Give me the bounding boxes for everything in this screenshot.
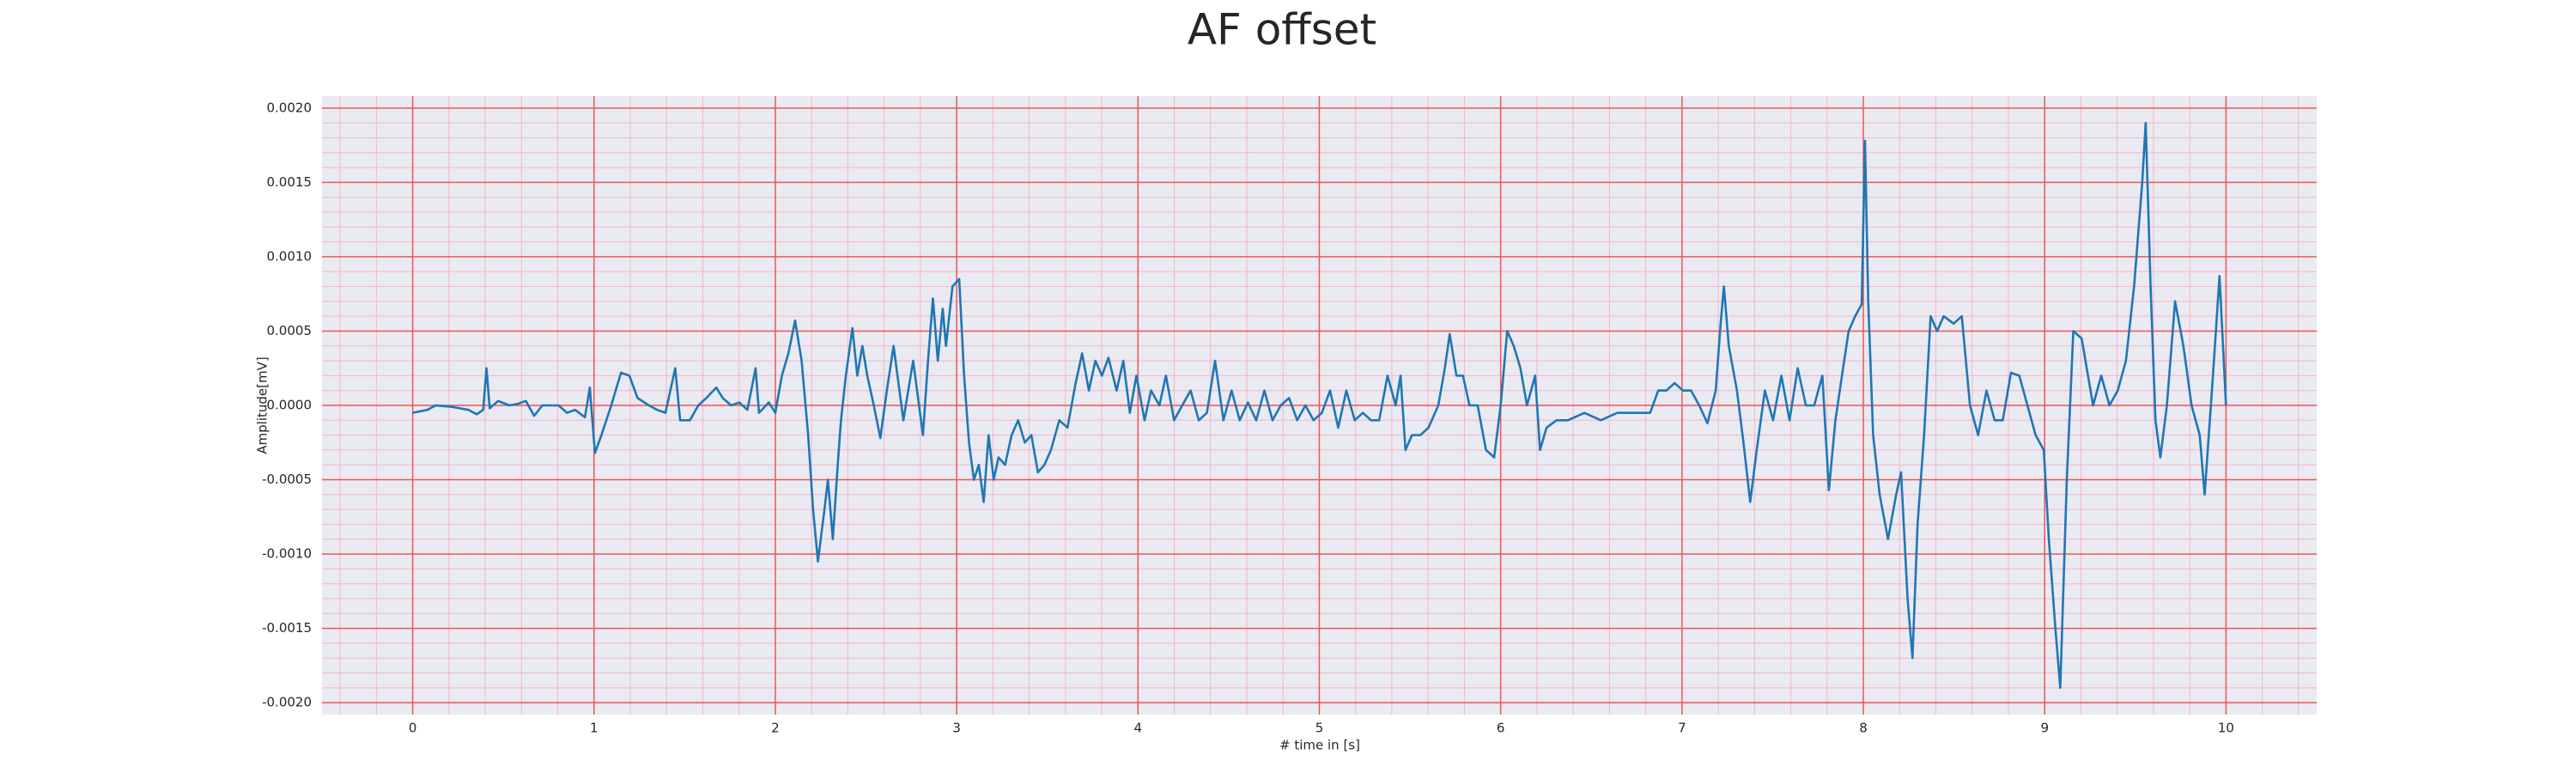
y-tick-label: -0.0015 [262, 620, 312, 636]
x-tick-label: 0 [409, 721, 417, 736]
x-tick-label: 5 [1315, 721, 1324, 736]
y-tick-label: -0.0020 [262, 695, 312, 710]
x-tick-label: 7 [1678, 721, 1686, 736]
x-tick-label: 3 [952, 721, 961, 736]
y-tick-label: 0.0010 [267, 248, 313, 264]
x-tick-label: 8 [1859, 721, 1868, 736]
y-tick-label: -0.0010 [262, 546, 312, 562]
x-axis-label: # time in [s] [1279, 738, 1360, 753]
y-tick-label: 0.0005 [267, 323, 313, 338]
x-tick-label: 2 [771, 721, 780, 736]
chart-title: AF offset [1188, 5, 1376, 55]
y-tick-label: 0.0000 [267, 398, 313, 413]
x-tick-label: 1 [590, 721, 598, 736]
x-tick-label: 10 [2218, 721, 2234, 736]
y-tick-label: -0.0005 [262, 472, 312, 487]
x-tick-label: 4 [1134, 721, 1143, 736]
y-axis-label: Amplitude[mV] [255, 356, 270, 453]
x-tick-label: 9 [2040, 721, 2049, 736]
x-tick-label: 6 [1497, 721, 1505, 736]
labels: 0 1 2 3 4 5 6 7 8 9 10 -0.0020 -0.0015 -0.0010 -0.0005… [262, 100, 2234, 735]
y-tick-label: 0.0015 [267, 174, 313, 190]
signal-line [412, 121, 2227, 690]
marks [412, 121, 2227, 690]
y-tick-label: 0.0020 [267, 100, 313, 115]
